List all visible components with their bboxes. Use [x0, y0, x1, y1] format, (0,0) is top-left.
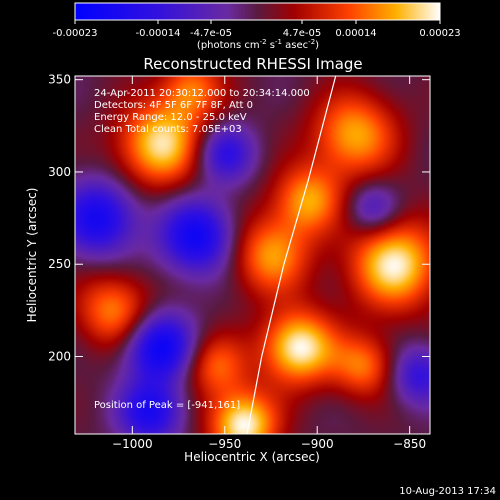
y-tick-label: 300: [48, 165, 71, 179]
colorbar-tick-label: -4.7e-05: [190, 28, 232, 39]
y-tick-label: 350: [48, 73, 71, 87]
x-tick-label: −1000: [112, 437, 153, 451]
y-tick-label: 200: [48, 349, 71, 363]
colorbar-tick-label: 0.00023: [419, 28, 460, 39]
colorbar-tick-label: 0.00014: [335, 28, 376, 39]
colorbar-ticks: -0.00023 -0.00014 -4.7e-05 4.7e-05 0.00014 0.…: [53, 20, 461, 39]
info-line-time: 24-Apr-2011 20:30:12.000 to 20:34:14.000: [94, 88, 310, 99]
peak-position-label: Position of Peak = [-941,161]: [94, 400, 240, 411]
plot-frame: [74, 75, 431, 435]
plot-title: Reconstructed RHESSI Image: [143, 55, 362, 73]
x-tick-label: −850: [393, 437, 426, 451]
y-axis-label: Heliocentric Y (arcsec): [25, 188, 39, 323]
timestamp: 10-Aug-2013 17:34: [399, 486, 496, 497]
y-tick-label: 250: [48, 257, 71, 271]
colorbar-tick-label: -0.00023: [53, 28, 98, 39]
info-line-energy: Energy Range: 12.0 - 25.0 keV: [94, 112, 247, 123]
solar-limb-line: [246, 76, 337, 434]
colorbar-tick-label: -0.00014: [136, 28, 181, 39]
info-line-detectors: Detectors: 4F 5F 6F 7F 8F, Att 0: [94, 100, 253, 111]
info-line-counts: Clean Total counts: 7.05E+03: [94, 124, 242, 135]
colorbar: [74, 2, 441, 21]
heatmap-image: [75, 76, 430, 434]
colorbar-tick-label: 4.7e-05: [283, 28, 321, 39]
x-axis-label: Heliocentric X (arcsec): [184, 450, 320, 464]
x-tick-label: −950: [208, 437, 241, 451]
x-tick-label: −900: [301, 437, 334, 451]
axis-ticks: −1000 −950 −900 −850 200 250 300 350: [48, 73, 430, 451]
colorbar-unit-label: (photons cm-2 s-1 asec-2): [197, 38, 319, 51]
info-text: 24-Apr-2011 20:30:12.000 to 20:34:14.000…: [94, 88, 310, 411]
